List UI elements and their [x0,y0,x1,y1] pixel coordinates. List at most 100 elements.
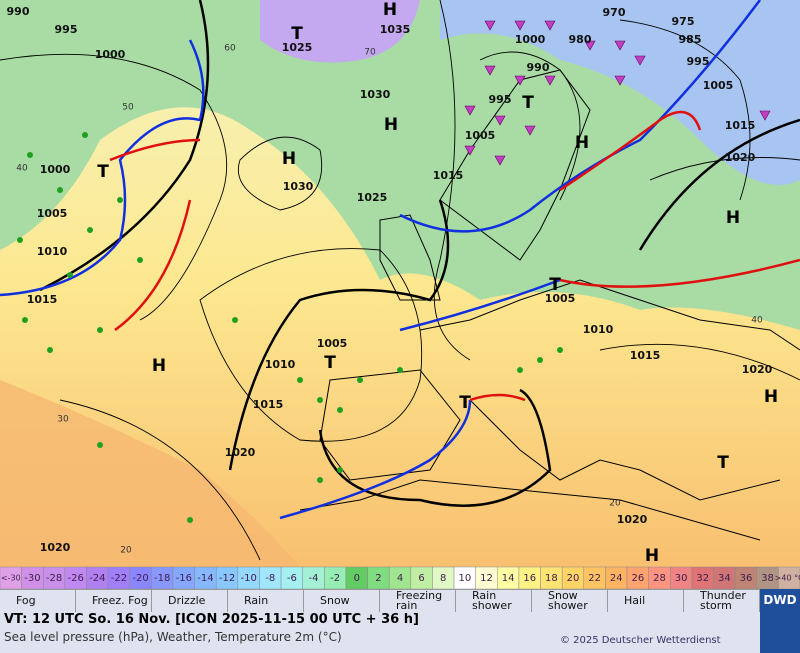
temp-green [0,0,800,330]
pressure-label: 1020 [225,446,256,459]
pressure-center: T [522,93,534,113]
colorbar-label: 0 [354,573,360,584]
rain-symbol [22,317,28,323]
rain-symbol [232,317,238,323]
legend-entry: Snow shower [532,590,608,612]
pressure-label: 1000 [515,33,546,46]
legend-entry: Fog [0,590,76,612]
pressure-center: H [282,149,296,169]
pressure-label: 995 [55,23,78,36]
pressure-center: T [291,24,303,44]
cold-front [399,278,561,332]
pressure-label: 1020 [725,151,756,164]
legend-entry: Thunder storm [684,590,760,612]
legend-entry: Drizzle [152,590,228,612]
colorbar-label: 2 [375,573,381,584]
cold-front [279,399,472,520]
temp-purple [260,0,420,63]
colorbar-label: -4 [309,573,319,584]
colorbar-label: -26 [68,573,84,584]
snow-shower-symbol [514,75,526,86]
pressure-label: 1020 [617,513,648,526]
colorbar-label: 28 [653,573,666,584]
colorbar-label: 34 [718,573,731,584]
grid-label: 30 [57,415,69,425]
snow-shower-symbol [614,75,626,86]
colorbar-label: -8 [265,573,275,584]
colorbar-label: 24 [610,573,623,584]
rain-symbol [137,257,143,263]
pressure-label: 1015 [253,398,284,411]
rain-symbol [337,467,343,473]
pressure-label: 985 [679,33,702,46]
colorbar-label: 38 [761,573,774,584]
colorbar-label: 30 [675,573,688,584]
snow-shower-symbol [494,115,506,126]
colorbar-label: 36 [740,573,753,584]
symbol-legend: Fog Freez. Fog Drizzle Rain Snow Freezing rai… [0,589,760,612]
colorbar-label: -24 [89,573,105,584]
snow-shower-symbol [634,55,646,66]
rain-symbol [87,227,93,233]
grid-label: 40 [751,316,763,326]
colorbar-label: 8 [440,573,446,584]
colorbar-label: 22 [588,573,601,584]
grid-label: 60 [224,44,236,54]
colorbar-label: 6 [418,573,424,584]
isobars [0,0,800,561]
colorbar-label: -2 [330,573,340,584]
grid-label: 20 [120,546,132,556]
rain-symbol [47,347,53,353]
snow-shower-symbol [544,75,556,86]
snow-shower-symbol [524,125,536,136]
rain-symbol [67,272,73,278]
legend-entry: Freez. Fog [76,590,152,612]
rain-symbol [117,197,123,203]
colorbar-label: -20 [132,573,148,584]
pressure-center: H [384,115,398,135]
warm-front [109,138,201,162]
pressure-center: H [575,133,589,153]
snow-shower-symbol [484,65,496,76]
colorbar-label: -6 [287,573,297,584]
pressure-label: 1030 [360,88,391,101]
warm-front [114,199,192,332]
pressure-label: 1025 [357,191,388,204]
pressure-center: T [97,162,109,182]
pressure-center: T [549,275,561,295]
pressure-center: H [383,0,397,20]
rain-symbol [82,132,88,138]
snow-shower-symbol [494,155,506,166]
cold-front [399,0,761,233]
grid-label: 40 [16,164,28,174]
rain-symbol [27,152,33,158]
colorbar-label: 4 [397,573,403,584]
pressure-center: T [324,353,336,373]
pressure-center: H [152,356,166,376]
rain-symbol [97,327,103,333]
pressure-label: 1005 [703,79,734,92]
pressure-label: 1005 [37,207,68,220]
rain-symbol [517,367,523,373]
snow-shower-symbol [759,110,771,121]
pressure-label: 1030 [283,180,314,193]
pressure-label: 1005 [545,292,576,305]
colorbar-label: -14 [197,573,213,584]
snow-shower-symbol [464,105,476,116]
colorbar-label: -10 [240,573,256,584]
pressure-label: 990 [7,5,30,18]
colorbar-label: -16 [176,573,192,584]
colorbar-label: 14 [502,573,515,584]
valid-time: VT: 12 UTC So. 16 Nov. [ICON 2025-11-15 … [4,612,419,627]
legend-entry: Snow [304,590,380,612]
pressure-label: 990 [527,61,550,74]
pressure-label: 1015 [630,349,661,362]
pressure-label: 1020 [742,363,773,376]
colorbar-label: -22 [111,573,127,584]
colorbar-label: >40 °C [775,574,800,583]
temp-blue [440,0,800,185]
snow-shower-symbol [484,20,496,31]
snow-shower-symbol [544,20,556,31]
pressure-center: H [645,546,659,566]
pressure-center: T [459,393,471,413]
